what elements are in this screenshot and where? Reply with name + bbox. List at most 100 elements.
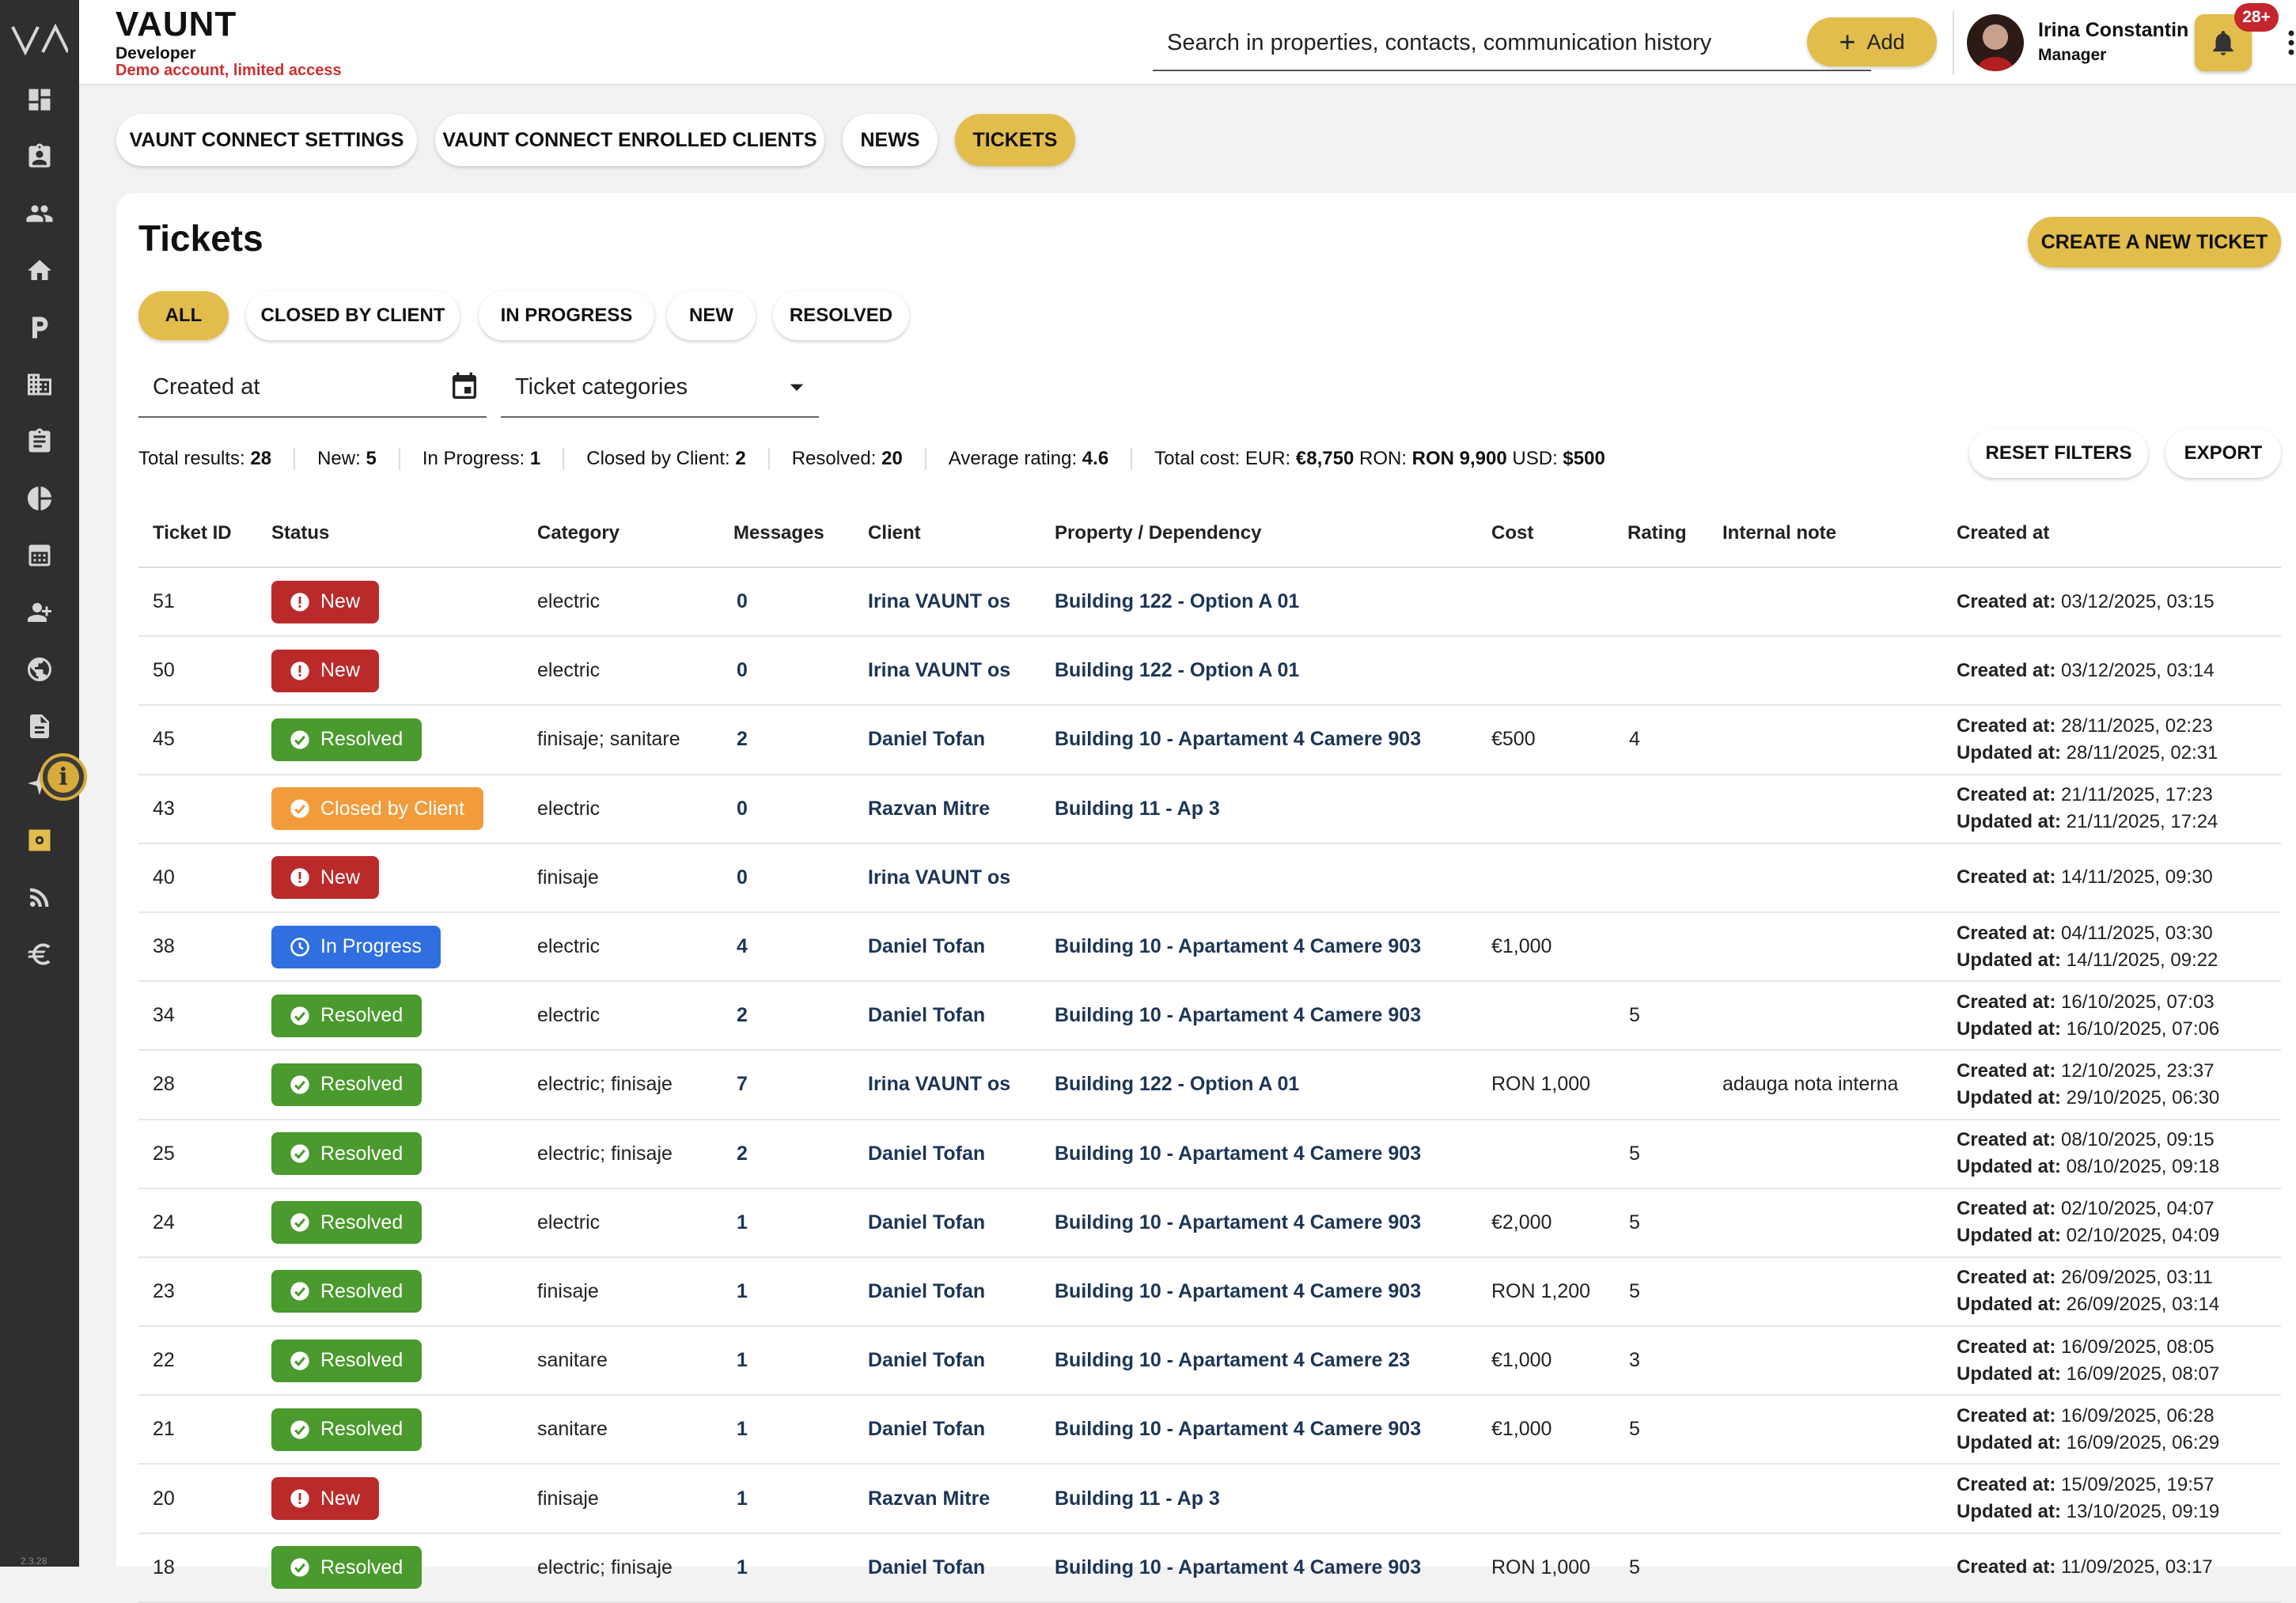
clipboard-icon[interactable]: [24, 426, 55, 457]
tab-news[interactable]: NEWS: [843, 114, 938, 166]
filter-chip-resolved[interactable]: RESOLVED: [773, 291, 909, 340]
people-icon[interactable]: [24, 198, 55, 229]
ticket-client-link[interactable]: Daniel Tofan: [868, 728, 986, 751]
contacts-icon[interactable]: [24, 141, 55, 172]
table-row[interactable]: 20 New finisaje 1 Razvan Mitre Building 11 - …: [138, 1465, 2281, 1534]
ticket-property-link[interactable]: Building 122 - Option A 01: [1055, 1073, 1300, 1096]
ticket-client-link[interactable]: Daniel Tofan: [868, 1004, 986, 1027]
column-created-at[interactable]: Created at: [1957, 522, 2050, 544]
ticket-client-link[interactable]: Daniel Tofan: [868, 1349, 986, 1372]
avatar[interactable]: [1967, 14, 2024, 71]
ticket-property-link[interactable]: Building 10 - Apartament 4 Camere 903: [1055, 1211, 1422, 1234]
ticket-client-link[interactable]: Irina VAUNT os: [868, 1073, 1011, 1096]
building-icon[interactable]: [24, 369, 55, 400]
ticket-property-link[interactable]: Building 10 - Apartament 4 Camere 903: [1055, 1279, 1422, 1302]
ticket-property-link[interactable]: Building 10 - Apartament 4 Camere 903: [1055, 1556, 1422, 1578]
create-ticket-button[interactable]: CREATE A NEW TICKET: [2028, 217, 2281, 267]
filter-chip-in-progress[interactable]: IN PROGRESS: [479, 291, 654, 340]
table-row[interactable]: 22 Resolved sanitare 1 Daniel Tofan Building …: [138, 1327, 2281, 1396]
table-row[interactable]: 40 New finisaje 0 Irina VAUNT os Created at: …: [138, 844, 2281, 913]
table-row[interactable]: 50 New electric 0 Irina VAUNT os Building 122…: [138, 637, 2281, 707]
tab-tickets[interactable]: TICKETS: [955, 114, 1075, 166]
ticket-client-link[interactable]: Daniel Tofan: [868, 935, 986, 958]
table-row[interactable]: 24 Resolved electric 1 Daniel Tofan Building …: [138, 1189, 2281, 1258]
globe-icon[interactable]: [24, 654, 55, 685]
filter-chip-all[interactable]: ALL: [138, 291, 229, 340]
ticket-client-link[interactable]: Daniel Tofan: [868, 1556, 986, 1578]
pie-chart-icon[interactable]: [24, 483, 55, 514]
ticket-client-link[interactable]: Irina VAUNT os: [868, 866, 1011, 889]
table-row[interactable]: 51 New electric 0 Irina VAUNT os Building 122…: [138, 568, 2281, 638]
ticket-client-link[interactable]: Daniel Tofan: [868, 1418, 986, 1441]
feed-icon[interactable]: [24, 881, 55, 913]
created-at-filter[interactable]: Created at: [138, 358, 487, 418]
add-button[interactable]: + Add: [1807, 17, 1937, 66]
calendar-icon[interactable]: [449, 371, 480, 403]
euro-icon[interactable]: [24, 938, 55, 970]
ticket-messages[interactable]: 2: [737, 1004, 748, 1027]
ticket-property-link[interactable]: Building 10 - Apartament 4 Camere 903: [1055, 1142, 1422, 1165]
ticket-client-link[interactable]: Irina VAUNT os: [868, 590, 1011, 613]
dashboard-icon[interactable]: [24, 84, 55, 116]
ticket-property-link[interactable]: Building 10 - Apartament 4 Camere 903: [1055, 1418, 1422, 1441]
vaunt-logo[interactable]: [11, 24, 68, 55]
table-row[interactable]: 34 Resolved electric 2 Daniel Tofan Building …: [138, 982, 2281, 1052]
ticket-messages[interactable]: 0: [737, 659, 748, 682]
column-category[interactable]: Category: [537, 522, 620, 544]
ticket-property-link[interactable]: Building 11 - Ap 3: [1055, 797, 1220, 820]
info-icon[interactable]: i: [40, 753, 87, 801]
ticket-messages[interactable]: 1: [737, 1279, 748, 1302]
sparkle-icon[interactable]: [24, 767, 55, 799]
ticket-property-link[interactable]: Building 10 - Apartament 4 Camere 23: [1055, 1349, 1411, 1372]
ticket-messages[interactable]: 1: [737, 1211, 748, 1234]
parking-icon[interactable]: [24, 312, 55, 343]
calculator-icon[interactable]: [24, 540, 55, 571]
ticket-client-link[interactable]: Razvan Mitre: [868, 797, 991, 820]
notifications-button[interactable]: [2195, 14, 2252, 71]
ticket-messages[interactable]: 1: [737, 1487, 748, 1510]
ticket-property-link[interactable]: Building 11 - Ap 3: [1055, 1487, 1220, 1510]
table-row[interactable]: 18 Resolved electric; finisaje 1 Daniel Tofa…: [138, 1534, 2281, 1603]
column-messages[interactable]: Messages: [733, 522, 824, 544]
filter-chip-new[interactable]: NEW: [667, 291, 756, 340]
user-name[interactable]: Irina Constantin: [2038, 19, 2189, 41]
table-row[interactable]: 21 Resolved sanitare 1 Daniel Tofan Building …: [138, 1396, 2281, 1465]
export-button[interactable]: EXPORT: [2165, 429, 2281, 478]
ticket-messages[interactable]: 1: [737, 1418, 748, 1441]
tab-vaunt-connect-enrolled-clients[interactable]: VAUNT CONNECT ENROLLED CLIENTS: [435, 114, 824, 166]
ticket-messages[interactable]: 0: [737, 590, 748, 613]
global-search-input[interactable]: Search in properties, contacts, communic…: [1153, 16, 1871, 71]
ticket-property-link[interactable]: Building 10 - Apartament 4 Camere 903: [1055, 1004, 1422, 1027]
home-icon[interactable]: [24, 255, 55, 286]
ticket-messages[interactable]: 7: [737, 1073, 748, 1096]
ticket-property-link[interactable]: Building 122 - Option A 01: [1055, 659, 1300, 682]
ticket-messages[interactable]: 2: [737, 728, 748, 751]
ticket-client-link[interactable]: Daniel Tofan: [868, 1211, 986, 1234]
settings-icon[interactable]: [24, 824, 55, 856]
ticket-categories-select[interactable]: Ticket categories: [501, 358, 819, 418]
column-ticket-id[interactable]: Ticket ID: [153, 522, 232, 544]
ticket-messages[interactable]: 0: [737, 866, 748, 889]
ticket-property-link[interactable]: Building 10 - Apartament 4 Camere 903: [1055, 935, 1422, 958]
ticket-client-link[interactable]: Daniel Tofan: [868, 1142, 986, 1165]
table-row[interactable]: 38 In Progress electric 4 Daniel Tofan Buildi…: [138, 913, 2281, 983]
column-cost[interactable]: Cost: [1491, 522, 1534, 544]
ticket-messages[interactable]: 0: [737, 797, 748, 820]
column-internal-note[interactable]: Internal note: [1722, 522, 1837, 544]
table-row[interactable]: 43 Closed by Client electric 0 Razvan Mitre B…: [138, 775, 2281, 844]
column-client[interactable]: Client: [868, 522, 921, 544]
brand-name[interactable]: VAUNT: [116, 5, 237, 44]
tab-vaunt-connect-settings[interactable]: VAUNT CONNECT SETTINGS: [116, 114, 417, 166]
table-row[interactable]: 28 Resolved electric; finisaje 7 Irina VAUNT…: [138, 1051, 2281, 1120]
table-row[interactable]: 45 Resolved finisaje; sanitare 2 Daniel Tofa…: [138, 706, 2281, 775]
document-icon[interactable]: [24, 711, 55, 742]
ticket-messages[interactable]: 1: [737, 1556, 748, 1578]
person-add-icon[interactable]: [24, 597, 55, 628]
reset-filters-button[interactable]: RESET FILTERS: [1969, 429, 2148, 478]
ticket-client-link[interactable]: Irina VAUNT os: [868, 659, 1011, 682]
more-vert-icon[interactable]: [2287, 28, 2296, 57]
ticket-messages[interactable]: 4: [737, 935, 748, 958]
ticket-property-link[interactable]: Building 10 - Apartament 4 Camere 903: [1055, 728, 1422, 751]
ticket-client-link[interactable]: Razvan Mitre: [868, 1487, 991, 1510]
column-status[interactable]: Status: [271, 522, 330, 544]
